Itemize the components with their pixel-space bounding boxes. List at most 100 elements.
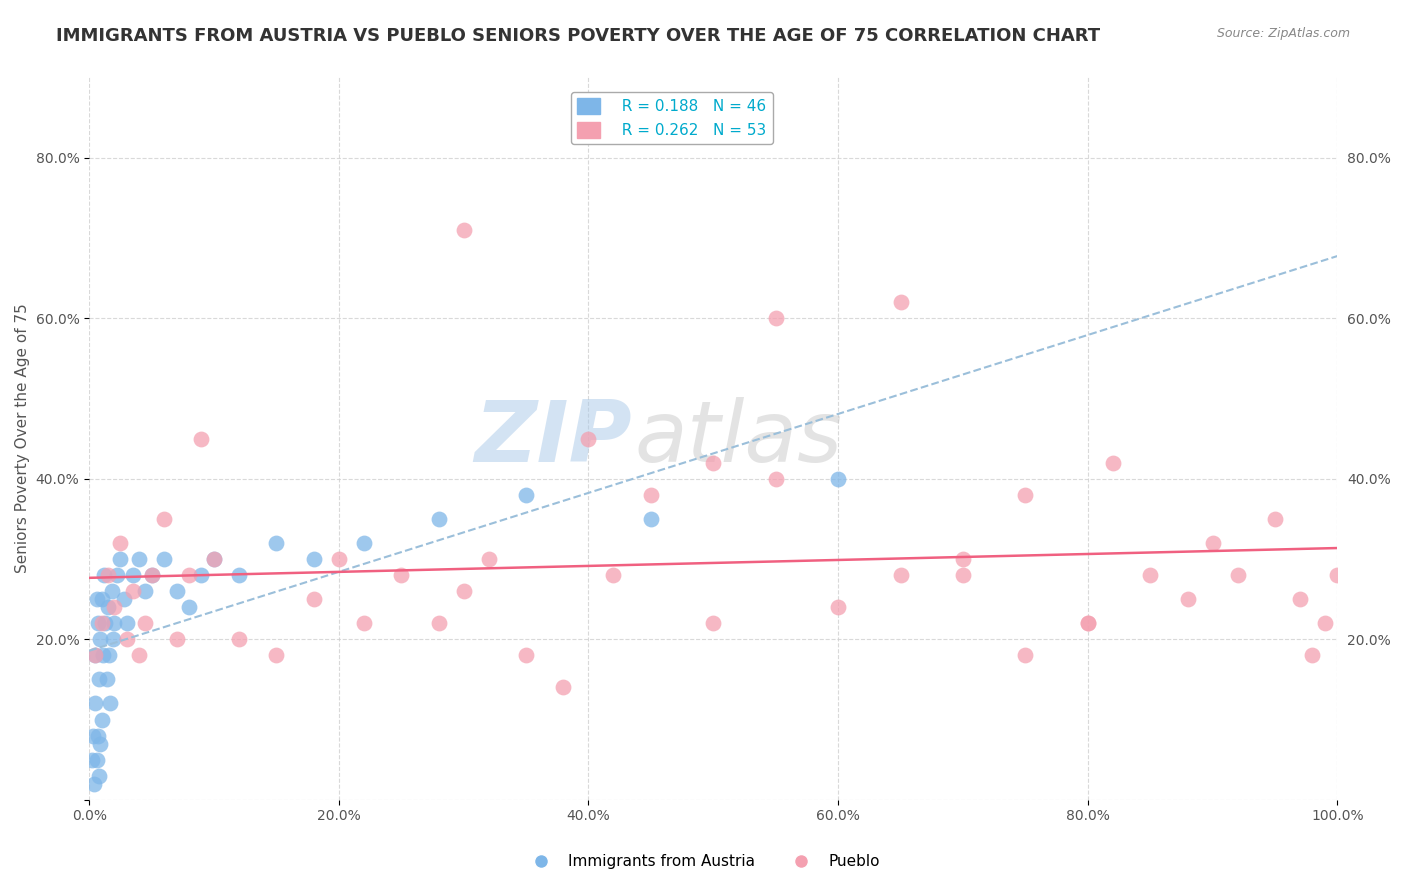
Point <box>87 729 110 743</box>
Point <box>353 536 375 550</box>
Point <box>827 600 849 615</box>
Point <box>105 568 128 582</box>
Point <box>97 568 120 582</box>
Point <box>112 592 135 607</box>
Point <box>84 648 107 663</box>
Point <box>89 632 111 647</box>
Point <box>640 488 662 502</box>
Point <box>765 472 787 486</box>
Text: atlas: atlas <box>634 397 842 480</box>
Point <box>98 648 121 663</box>
Point <box>515 648 537 663</box>
Point <box>97 600 120 615</box>
Point <box>427 616 450 631</box>
Point <box>91 648 114 663</box>
Text: IMMIGRANTS FROM AUSTRIA VS PUEBLO SENIORS POVERTY OVER THE AGE OF 75 CORRELATION: IMMIGRANTS FROM AUSTRIA VS PUEBLO SENIOR… <box>56 27 1101 45</box>
Point <box>453 584 475 599</box>
Point <box>302 552 325 566</box>
Point <box>93 568 115 582</box>
Point <box>89 769 111 783</box>
Point <box>1264 512 1286 526</box>
Point <box>100 697 122 711</box>
Point <box>353 616 375 631</box>
Point <box>1201 536 1223 550</box>
Point <box>453 223 475 237</box>
Point <box>1313 616 1336 631</box>
Point <box>100 584 122 599</box>
Point <box>1177 592 1199 607</box>
Point <box>153 512 176 526</box>
Point <box>478 552 501 566</box>
Point <box>86 592 108 607</box>
Point <box>389 568 412 582</box>
Point <box>90 592 112 607</box>
Point <box>82 729 104 743</box>
Text: ZIP: ZIP <box>474 397 633 480</box>
Point <box>1077 616 1099 631</box>
Point <box>121 584 143 599</box>
Point <box>84 648 107 663</box>
Point <box>134 584 156 599</box>
Point <box>228 568 250 582</box>
Point <box>302 592 325 607</box>
Point <box>952 552 974 566</box>
Point <box>702 616 724 631</box>
Point <box>153 552 176 566</box>
Point <box>166 584 188 599</box>
Text: Source: ZipAtlas.com: Source: ZipAtlas.com <box>1216 27 1350 40</box>
Point <box>177 600 200 615</box>
Point <box>1014 488 1036 502</box>
Point <box>1139 568 1161 582</box>
Point <box>952 568 974 582</box>
Point <box>827 472 849 486</box>
Point <box>90 713 112 727</box>
Point <box>1077 616 1099 631</box>
Point <box>1226 568 1249 582</box>
Point <box>328 552 350 566</box>
Point <box>80 753 103 767</box>
Point <box>889 295 911 310</box>
Point <box>128 552 150 566</box>
Point <box>121 568 143 582</box>
Point <box>602 568 624 582</box>
Point <box>94 616 117 631</box>
Point <box>553 681 575 695</box>
Point <box>1326 568 1348 582</box>
Point <box>87 616 110 631</box>
Point <box>84 697 107 711</box>
Point <box>266 648 288 663</box>
Y-axis label: Seniors Poverty Over the Age of 75: Seniors Poverty Over the Age of 75 <box>15 303 30 574</box>
Point <box>101 632 124 647</box>
Point <box>83 777 105 791</box>
Point <box>96 673 118 687</box>
Point <box>89 737 111 751</box>
Point <box>141 568 163 582</box>
Point <box>89 673 111 687</box>
Point <box>1101 456 1123 470</box>
Point <box>103 600 125 615</box>
Legend:   R = 0.188   N = 46,   R = 0.262   N = 53: R = 0.188 N = 46, R = 0.262 N = 53 <box>571 92 773 145</box>
Point <box>1014 648 1036 663</box>
Point <box>640 512 662 526</box>
Point <box>103 616 125 631</box>
Point <box>702 456 724 470</box>
Point <box>190 568 212 582</box>
Point <box>134 616 156 631</box>
Point <box>86 753 108 767</box>
Point <box>115 632 138 647</box>
Point <box>141 568 163 582</box>
Point <box>128 648 150 663</box>
Point <box>190 432 212 446</box>
Point <box>228 632 250 647</box>
Point <box>578 432 600 446</box>
Point <box>889 568 911 582</box>
Point <box>166 632 188 647</box>
Point <box>515 488 537 502</box>
Point <box>90 616 112 631</box>
Point <box>202 552 225 566</box>
Point <box>266 536 288 550</box>
Point <box>177 568 200 582</box>
Point <box>1301 648 1323 663</box>
Point <box>115 616 138 631</box>
Point <box>202 552 225 566</box>
